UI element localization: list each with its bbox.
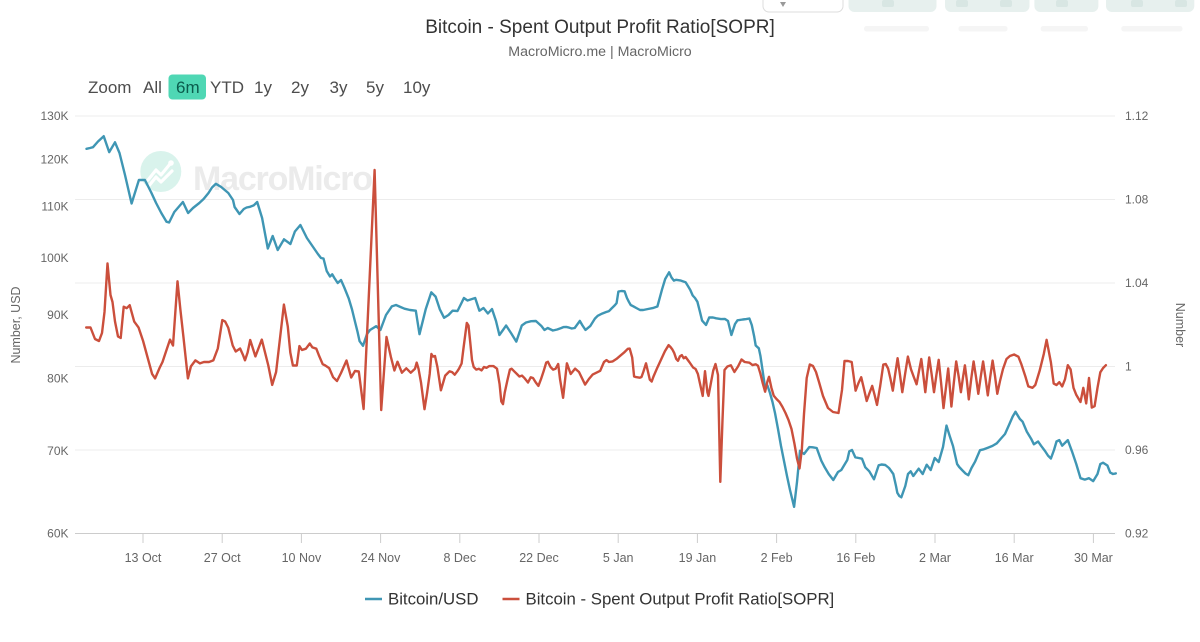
svg-text:13 Oct: 13 Oct [125,551,162,565]
svg-text:8 Dec: 8 Dec [443,551,476,565]
svg-text:19 Jan: 19 Jan [679,551,717,565]
svg-text:6m: 6m [176,78,200,97]
svg-text:1.04: 1.04 [1125,276,1149,290]
svg-text:Number, USD: Number, USD [9,286,23,363]
svg-text:1.12: 1.12 [1125,109,1149,123]
svg-text:MacroMicro: MacroMicro [193,160,372,198]
svg-text:2y: 2y [291,78,309,97]
svg-text:16 Mar: 16 Mar [995,551,1034,565]
svg-text:1y: 1y [254,78,272,97]
svg-text:10 Nov: 10 Nov [282,551,322,565]
svg-text:10y: 10y [403,78,431,97]
svg-text:80K: 80K [47,372,68,386]
svg-text:16 Feb: 16 Feb [836,551,875,565]
svg-text:120K: 120K [40,152,68,166]
svg-text:24 Nov: 24 Nov [361,551,401,565]
svg-text:0.92: 0.92 [1125,527,1149,541]
svg-text:2 Feb: 2 Feb [761,551,793,565]
svg-text:Number: Number [1173,303,1187,347]
svg-text:90K: 90K [47,308,68,322]
svg-text:22 Dec: 22 Dec [519,551,559,565]
svg-text:1: 1 [1125,360,1132,374]
svg-text:130K: 130K [40,109,68,123]
svg-text:2 Mar: 2 Mar [919,551,951,565]
svg-text:110K: 110K [41,199,68,213]
svg-text:Bitcoin/USD: Bitcoin/USD [388,590,478,609]
svg-text:27 Oct: 27 Oct [204,551,241,565]
svg-text:Bitcoin - Spent Output Profit: Bitcoin - Spent Output Profit Ratio[SOPR… [425,17,775,38]
svg-text:5 Jan: 5 Jan [603,551,634,565]
svg-text:70K: 70K [47,444,68,458]
svg-text:YTD: YTD [210,78,244,97]
svg-text:Zoom: Zoom [88,78,131,97]
svg-text:MacroMicro.me | MacroMicro: MacroMicro.me | MacroMicro [508,44,692,60]
svg-text:Bitcoin - Spent Output Profit: Bitcoin - Spent Output Profit Ratio[SOPR… [526,590,835,609]
svg-text:5y: 5y [366,78,384,97]
svg-text:3y: 3y [330,78,348,97]
svg-text:60K: 60K [47,527,68,541]
svg-text:1.08: 1.08 [1125,193,1149,207]
svg-text:30 Mar: 30 Mar [1074,551,1113,565]
svg-text:0.96: 0.96 [1125,443,1149,457]
svg-text:100K: 100K [40,251,68,265]
svg-text:All: All [143,78,162,97]
